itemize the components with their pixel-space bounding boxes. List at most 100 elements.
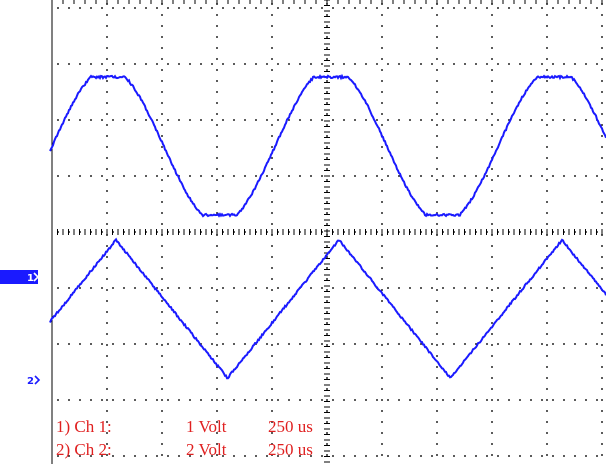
graticule-dot bbox=[420, 287, 422, 289]
graticule-dot bbox=[381, 388, 383, 390]
graticule-dot bbox=[222, 63, 224, 65]
graticule-dot bbox=[453, 119, 455, 121]
graticule-dot bbox=[326, 355, 328, 357]
graticule-dot bbox=[530, 455, 532, 457]
graticule-dot bbox=[216, 333, 218, 335]
graticule-dot bbox=[326, 344, 328, 346]
graticule-dot bbox=[546, 399, 548, 401]
graticule-dot bbox=[123, 343, 125, 345]
graticule-dot bbox=[161, 58, 163, 60]
graticule-dot bbox=[442, 287, 444, 289]
graticule-dot bbox=[601, 421, 603, 423]
graticule-dot bbox=[546, 432, 548, 434]
graticule-dot bbox=[216, 201, 218, 203]
graticule-dot bbox=[271, 91, 273, 93]
graticule-dot bbox=[381, 223, 383, 225]
graticule-dot bbox=[216, 157, 218, 159]
graticule-dot bbox=[271, 14, 273, 16]
graticule-dot bbox=[343, 119, 345, 121]
graticule-dot bbox=[436, 113, 438, 115]
graticule-dot bbox=[436, 58, 438, 60]
graticule-dot bbox=[106, 135, 108, 137]
graticule-dot bbox=[546, 168, 548, 170]
graticule-dot bbox=[200, 119, 202, 121]
graticule-dot bbox=[376, 455, 378, 457]
graticule-dot bbox=[491, 102, 493, 104]
graticule-dot bbox=[491, 355, 493, 357]
graticule-dot bbox=[381, 157, 383, 159]
graticule-dot bbox=[601, 432, 603, 434]
graticule-dot bbox=[365, 7, 367, 9]
graticule-dot bbox=[387, 63, 389, 65]
graticule-dot bbox=[343, 343, 345, 345]
graticule-dot bbox=[161, 124, 163, 126]
graticule-dot bbox=[563, 175, 565, 177]
graticule-dot bbox=[491, 124, 493, 126]
graticule-dot bbox=[101, 343, 103, 345]
graticule-dot bbox=[106, 69, 108, 71]
graticule-dot bbox=[387, 119, 389, 121]
channel-1-marker[interactable]: 1 bbox=[0, 270, 38, 284]
graticule-dot bbox=[106, 80, 108, 82]
graticule-dot bbox=[106, 245, 108, 247]
graticule-dot bbox=[546, 366, 548, 368]
graticule-dot bbox=[436, 245, 438, 247]
graticule-dot bbox=[376, 119, 378, 121]
graticule-dot bbox=[161, 36, 163, 38]
graticule-dot bbox=[326, 388, 328, 390]
graticule-dot bbox=[271, 47, 273, 49]
graticule-dot bbox=[491, 47, 493, 49]
graticule-dot bbox=[475, 399, 477, 401]
graticule-dot bbox=[398, 399, 400, 401]
graticule-dot bbox=[145, 287, 147, 289]
graticule-dot bbox=[381, 432, 383, 434]
graticule-dot bbox=[288, 287, 290, 289]
graticule-dot bbox=[233, 455, 235, 457]
graticule-dot bbox=[436, 124, 438, 126]
graticule-dot bbox=[266, 287, 268, 289]
graticule-dot bbox=[161, 201, 163, 203]
graticule-dot bbox=[161, 91, 163, 93]
graticule-dot bbox=[475, 287, 477, 289]
graticule-dot bbox=[519, 343, 521, 345]
graticule-dot bbox=[216, 289, 218, 291]
graticule-dot bbox=[497, 287, 499, 289]
graticule-dot bbox=[161, 14, 163, 16]
graticule-dot bbox=[106, 256, 108, 258]
graticule-dot bbox=[381, 278, 383, 280]
graticule-dot bbox=[436, 388, 438, 390]
graticule-dot bbox=[321, 287, 323, 289]
graticule-dot bbox=[222, 343, 224, 345]
graticule-dot bbox=[266, 119, 268, 121]
graticule-dot bbox=[546, 245, 548, 247]
graticule-dot bbox=[216, 113, 218, 115]
graticule-dot bbox=[436, 443, 438, 445]
graticule-dot bbox=[161, 25, 163, 27]
graticule-dot bbox=[288, 399, 290, 401]
graticule-dot bbox=[161, 322, 163, 324]
graticule-dot bbox=[491, 289, 493, 291]
graticule-dot bbox=[216, 355, 218, 357]
graticule-dot bbox=[216, 399, 218, 401]
graticule-dot bbox=[211, 343, 213, 345]
channel-1-marker-label: 1 bbox=[27, 273, 34, 284]
graticule-dot bbox=[332, 287, 334, 289]
graticule-dot bbox=[601, 47, 603, 49]
graticule-dot bbox=[216, 179, 218, 181]
graticule-dot bbox=[381, 168, 383, 170]
graticule-dot bbox=[546, 388, 548, 390]
graticule-dot bbox=[497, 399, 499, 401]
graticule-dot bbox=[508, 63, 510, 65]
graticule-dot bbox=[486, 287, 488, 289]
legend-ch2-timebase: 250 us bbox=[268, 440, 313, 459]
graticule-dot bbox=[90, 399, 92, 401]
graticule-dot bbox=[222, 287, 224, 289]
graticule-dot bbox=[546, 91, 548, 93]
graticule-dot bbox=[326, 377, 328, 379]
graticule-dot bbox=[601, 135, 603, 137]
graticule-dot bbox=[310, 343, 312, 345]
graticule-dot bbox=[161, 333, 163, 335]
graticule-dot bbox=[508, 455, 510, 457]
graticule-dot bbox=[376, 399, 378, 401]
graticule-dot bbox=[376, 63, 378, 65]
